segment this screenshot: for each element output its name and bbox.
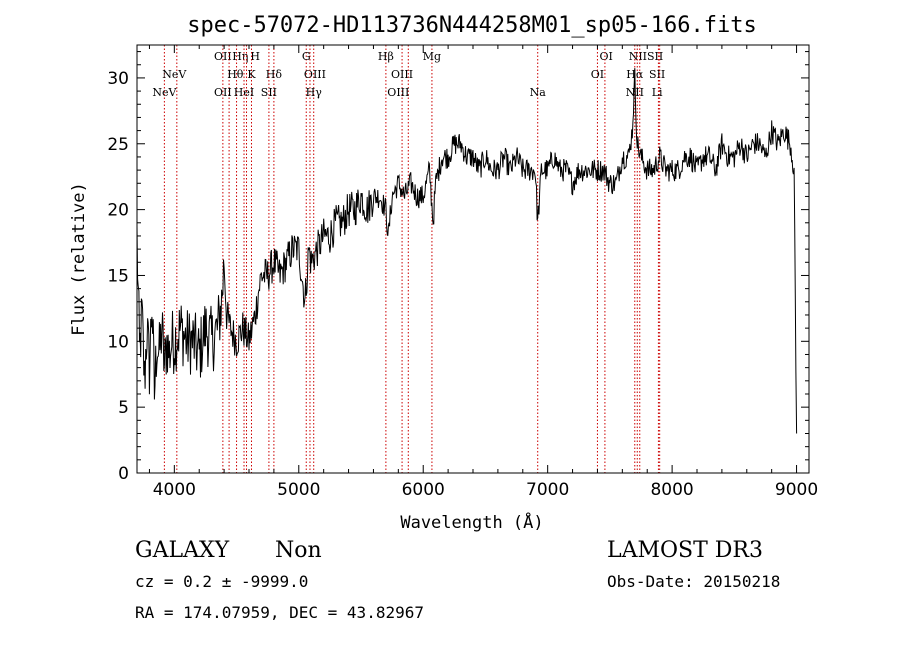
object-class: GALAXY bbox=[135, 538, 230, 563]
spectrum-plot: spec-57072-HD113736N444258M01_sp05-166.f… bbox=[69, 13, 818, 533]
chart-title: spec-57072-HD113736N444258M01_sp05-166.f… bbox=[187, 13, 757, 38]
x-tick-label: 4000 bbox=[153, 480, 196, 500]
y-axis-label: Flux (relative) bbox=[69, 182, 89, 336]
object-subclass: Non bbox=[275, 538, 322, 563]
spectral-line-label: Hγ bbox=[306, 86, 323, 99]
y-tick-label: 15 bbox=[107, 266, 129, 286]
y-tick-label: 25 bbox=[107, 135, 129, 155]
x-tick-label: 6000 bbox=[402, 480, 445, 500]
spectral-line-label: Hθ bbox=[227, 68, 244, 81]
spectral-line-label: K bbox=[247, 68, 256, 81]
y-tick-label: 20 bbox=[107, 201, 129, 221]
axis-ticks: 4000 5000 6000 7000 8000 9000 0 5 10 15 20 25 30 bbox=[107, 45, 818, 500]
survey-name: LAMOST DR3 bbox=[607, 538, 763, 563]
spectral-line-label: Hβ bbox=[378, 50, 394, 63]
spectral-line-label: Hδ bbox=[266, 68, 283, 81]
spectral-line-label: SII bbox=[649, 68, 665, 81]
spectral-line-label: H bbox=[250, 50, 260, 63]
y-tick-label: 5 bbox=[118, 398, 129, 418]
plot-frame bbox=[136, 44, 810, 474]
flux-series-line bbox=[136, 68, 798, 434]
spectral-line-label: OI bbox=[591, 68, 604, 81]
spectral-line-label: OIII bbox=[387, 86, 409, 99]
redshift-line: cz = 0.2 ± -9999.0 bbox=[135, 572, 309, 591]
spectral-line-label: OIII bbox=[304, 68, 326, 81]
coordinates: RA = 174.07959, DEC = 43.82967 bbox=[135, 603, 424, 622]
spectral-line-label: Li bbox=[652, 86, 663, 99]
x-tick-label: 9000 bbox=[775, 480, 818, 500]
y-tick-label: 0 bbox=[118, 464, 129, 484]
spectral-line-label: OI bbox=[599, 50, 612, 63]
spectral-line-label: Na bbox=[530, 86, 547, 99]
spectral-line-label: OIII bbox=[391, 68, 413, 81]
y-tick-label: 10 bbox=[107, 332, 129, 352]
spectral-line-label: OII bbox=[214, 86, 232, 99]
spectral-line-label: HeI bbox=[234, 86, 254, 99]
obs-date: Obs-Date: 20150218 bbox=[607, 572, 781, 591]
y-tick-label: 30 bbox=[107, 69, 129, 89]
x-tick-label: 7000 bbox=[526, 480, 569, 500]
x-tick-label: 5000 bbox=[277, 480, 320, 500]
spectral-line-label: Hη bbox=[232, 50, 248, 63]
spectral-line-label: Mg bbox=[423, 50, 441, 63]
spectral-line-label: G bbox=[302, 50, 311, 63]
x-axis-label: Wavelength (Å) bbox=[400, 511, 543, 533]
spectral-line-label: NeV bbox=[152, 86, 177, 99]
spectral-line-label: SII bbox=[261, 86, 277, 99]
spectral-line-label: NeV bbox=[162, 68, 187, 81]
spectral-line-label: OII bbox=[214, 50, 232, 63]
x-tick-label: 8000 bbox=[650, 480, 693, 500]
